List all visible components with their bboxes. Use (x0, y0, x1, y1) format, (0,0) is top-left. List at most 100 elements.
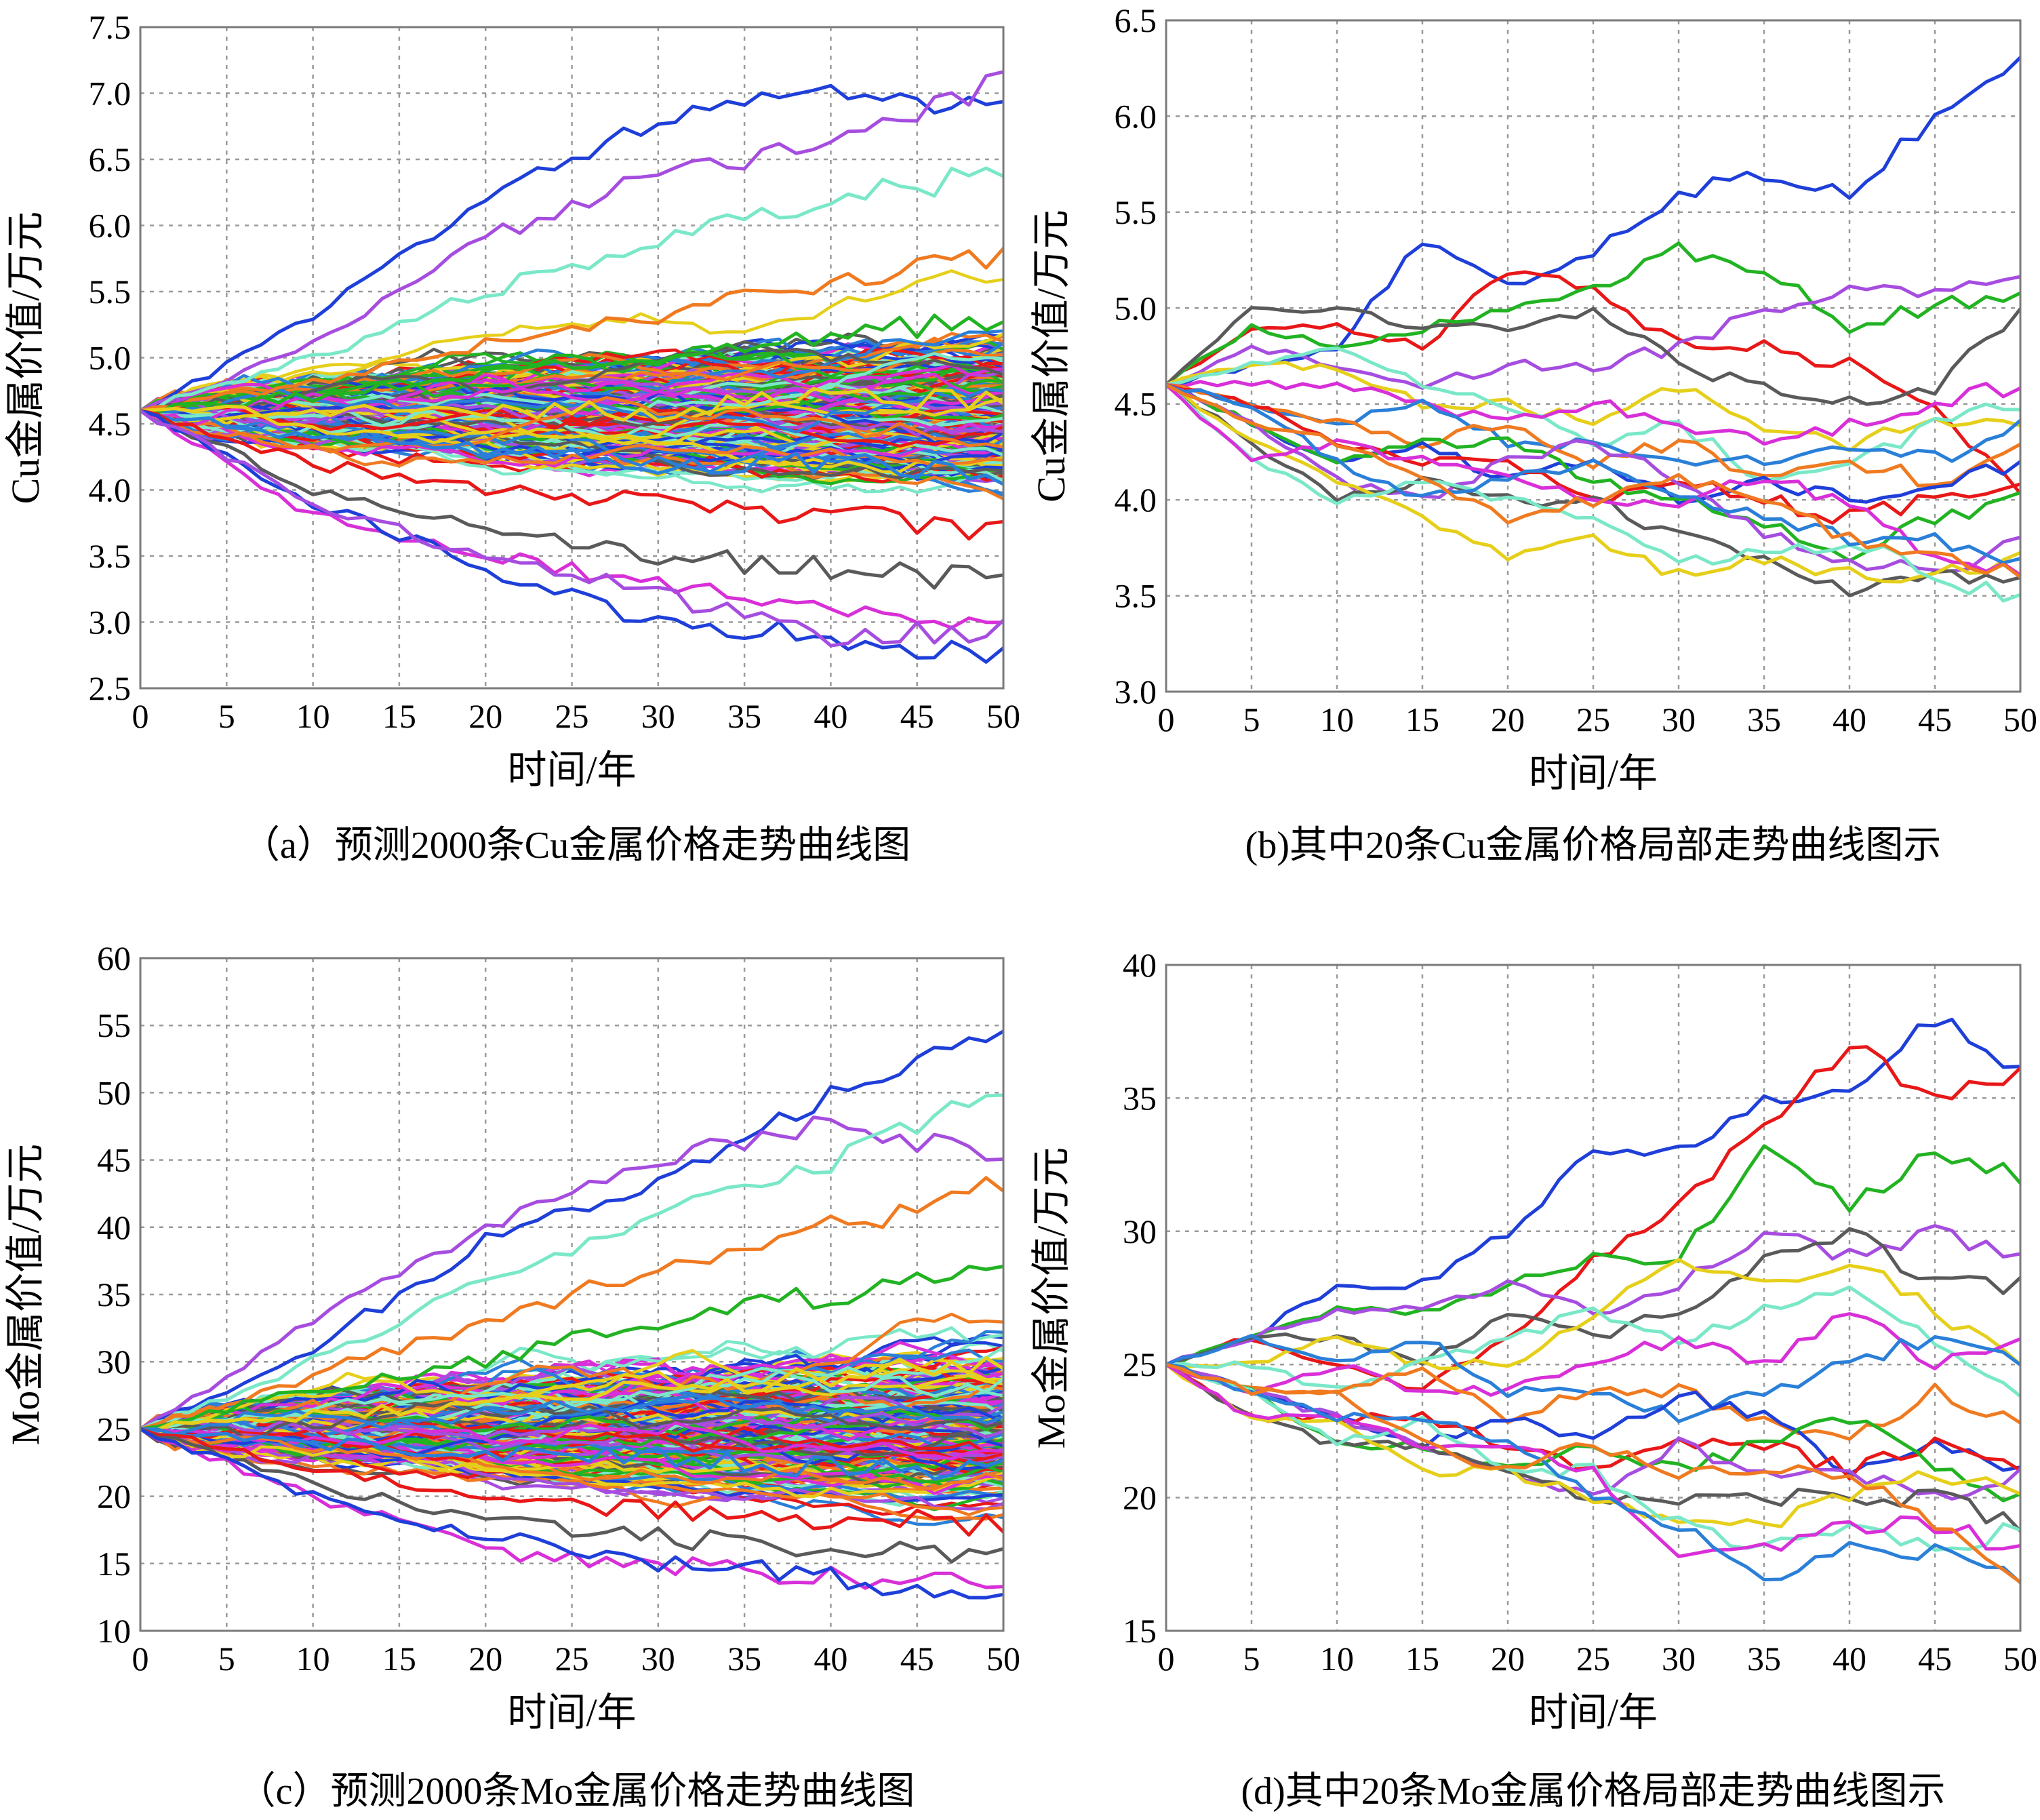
series-group (1166, 1017, 2020, 1585)
series-line (1166, 306, 2020, 406)
series-line (140, 1029, 1003, 1431)
x-tick-label: 10 (296, 1640, 330, 1678)
y-tick-label: 55 (97, 1006, 131, 1044)
series-line (140, 409, 1003, 541)
x-tick-label: 0 (1158, 700, 1175, 738)
x-tick-label: 35 (1747, 1640, 1781, 1678)
x-axis-label: 时间/年 (1529, 751, 1658, 795)
series-line (1166, 382, 2020, 577)
series-line (1166, 1312, 2020, 1397)
y-tick-label: 2.5 (89, 669, 132, 707)
series-line (140, 409, 1003, 468)
y-tick-label: 30 (97, 1343, 131, 1381)
series-line (1166, 1362, 2020, 1501)
x-tick-label: 45 (900, 1640, 934, 1678)
series-line (1166, 241, 2020, 387)
x-tick-label: 10 (1320, 1640, 1354, 1678)
x-tick-label: 45 (1918, 1640, 1952, 1678)
y-tick-label: 3.5 (89, 537, 132, 575)
series-line (140, 409, 1003, 630)
series-line (140, 1425, 1003, 1455)
y-tick-label: 6.5 (89, 140, 132, 178)
series-line (140, 166, 1003, 412)
y-tick-label: 40 (97, 1208, 131, 1246)
series-line (140, 1427, 1003, 1499)
series-line (1166, 382, 2020, 573)
y-tick-label: 15 (97, 1545, 131, 1583)
y-tick-label: 5.5 (1115, 193, 1157, 231)
y-tick-label: 3.0 (1115, 673, 1157, 711)
grid-lines (1165, 964, 2022, 1632)
y-tick-label: 6.0 (1115, 97, 1157, 135)
series-line (140, 1264, 1003, 1431)
series-line (140, 313, 1003, 415)
x-tick-label: 20 (468, 697, 502, 735)
plot-frame (139, 957, 1005, 1632)
x-tick-label: 25 (555, 697, 589, 735)
x-axis-label: 时间/年 (1529, 1690, 1658, 1735)
x-tick-label: 0 (132, 697, 149, 735)
y-tick-label: 50 (97, 1073, 131, 1111)
series-line (140, 1382, 1003, 1442)
y-tick-label: 4.5 (89, 405, 132, 443)
series-line (1166, 382, 2020, 597)
y-tick-label: 45 (97, 1141, 131, 1179)
x-tick-label: 15 (382, 697, 416, 735)
x-tick-label: 50 (2003, 700, 2037, 738)
series-line (1166, 1224, 2020, 1366)
y-tick-label: 6.5 (1115, 1, 1157, 39)
series-line (140, 1356, 1003, 1431)
series-line (140, 1393, 1003, 1436)
series-line (140, 1427, 1003, 1537)
series-line (140, 70, 1003, 412)
x-tick-label: 0 (132, 1640, 149, 1678)
series-line (140, 269, 1003, 412)
x-tick-label: 35 (727, 1640, 761, 1678)
y-tick-label: 7.0 (89, 75, 132, 113)
x-tick-label: 50 (986, 1640, 1020, 1678)
series-line (140, 246, 1003, 412)
series-line (140, 1093, 1003, 1431)
series-line (1166, 56, 2020, 387)
y-axis-label: Cu金属价值/万元 (1029, 210, 1073, 502)
series-line (140, 83, 1003, 412)
panel-caption: (d)其中20条Mo金属价格局部走势曲线图示 (1241, 1770, 1945, 1813)
x-tick-label: 15 (1405, 700, 1439, 738)
x-tick-label: 25 (1576, 1640, 1610, 1678)
series-line (1166, 379, 2020, 446)
plot-frame (1165, 964, 2022, 1632)
x-tick-label: 5 (1243, 1640, 1260, 1678)
plot-frame (139, 26, 1005, 690)
x-tick-label: 45 (900, 697, 934, 735)
series-line (1166, 1017, 2020, 1366)
series-line (140, 1381, 1003, 1431)
x-tick-label: 0 (1158, 1640, 1175, 1678)
y-tick-label: 3.0 (89, 604, 132, 641)
y-tick-label: 5.0 (89, 339, 132, 377)
series-line (140, 387, 1003, 422)
series-line (140, 409, 1003, 590)
x-tick-label: 20 (1491, 700, 1525, 738)
x-tick-label: 45 (1918, 700, 1952, 738)
series-line (140, 1176, 1003, 1431)
series-line (1166, 275, 2020, 390)
x-tick-label: 35 (1747, 700, 1781, 738)
series-line (140, 1427, 1003, 1481)
x-tick-label: 30 (1662, 700, 1696, 738)
y-tick-label: 20 (97, 1478, 131, 1516)
series-line (1166, 1227, 2020, 1366)
x-tick-label: 5 (218, 697, 235, 735)
y-tick-label: 35 (97, 1275, 131, 1313)
y-tick-label: 25 (97, 1410, 131, 1448)
y-tick-label: 30 (1123, 1212, 1157, 1250)
series-group (140, 1029, 1003, 1600)
series-line (1166, 1285, 2020, 1398)
series-line (1166, 1362, 2020, 1558)
series-line (1166, 1144, 2020, 1366)
y-axis-label: Mo金属价值/万元 (1029, 1147, 1073, 1449)
series-group (1166, 56, 2020, 603)
y-axis-label: Cu金属价值/万元 (3, 212, 47, 505)
x-tick-label: 15 (382, 1640, 416, 1678)
x-tick-label: 20 (468, 1640, 502, 1678)
series-line (1166, 1334, 2020, 1423)
